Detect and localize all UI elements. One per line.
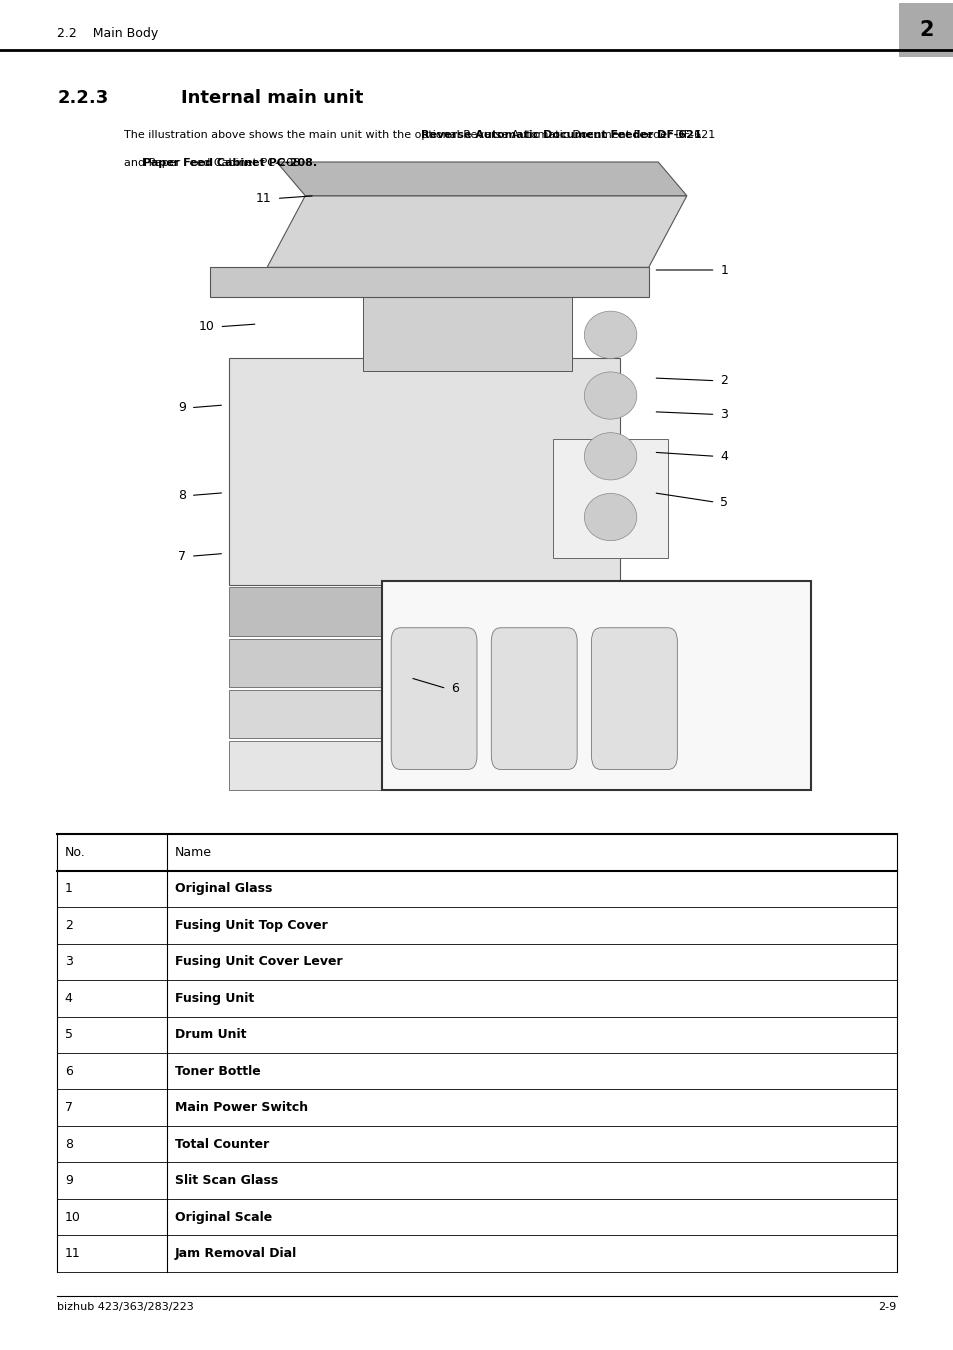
Text: 2.2.3: 2.2.3: [57, 89, 109, 107]
Text: 2: 2: [918, 20, 933, 39]
Text: 1: 1: [720, 263, 727, 277]
Text: 2-9: 2-9: [878, 1303, 896, 1312]
Text: Drum Unit: Drum Unit: [174, 1029, 246, 1041]
Text: 10: 10: [65, 1211, 81, 1223]
Text: Fusing Unit Top Cover: Fusing Unit Top Cover: [174, 919, 327, 931]
Text: The illustration above shows the main unit with the optional Reverse Automatic D: The illustration above shows the main un…: [124, 130, 715, 139]
Text: Paper Feed Cabinet PC-208.: Paper Feed Cabinet PC-208.: [143, 158, 317, 167]
Text: Internal main unit: Internal main unit: [181, 89, 363, 107]
FancyBboxPatch shape: [229, 358, 619, 585]
Text: Main Power Switch: Main Power Switch: [174, 1102, 308, 1114]
Text: 8: 8: [65, 1138, 72, 1150]
Text: 1: 1: [65, 883, 72, 895]
Text: Toner Bottle: Toner Bottle: [174, 1065, 260, 1077]
Text: 3: 3: [720, 408, 727, 421]
FancyBboxPatch shape: [229, 741, 619, 790]
Text: Name: Name: [174, 846, 212, 859]
Text: 2.2    Main Body: 2.2 Main Body: [57, 27, 158, 40]
Text: and Paper Feed Cabinet PC-208.: and Paper Feed Cabinet PC-208.: [124, 158, 304, 167]
Text: Original Scale: Original Scale: [174, 1211, 272, 1223]
Text: 9: 9: [178, 401, 186, 414]
Polygon shape: [276, 162, 686, 196]
Text: Reverse Automatic Document Feeder DF-621: Reverse Automatic Document Feeder DF-621: [420, 130, 700, 139]
Text: Original Glass: Original Glass: [174, 883, 272, 895]
Text: 3: 3: [65, 956, 72, 968]
FancyBboxPatch shape: [391, 628, 476, 769]
FancyBboxPatch shape: [591, 628, 677, 769]
Text: Jam Removal Dial: Jam Removal Dial: [174, 1247, 296, 1260]
Polygon shape: [267, 196, 686, 267]
FancyBboxPatch shape: [898, 3, 953, 57]
Text: 5: 5: [720, 495, 727, 509]
FancyBboxPatch shape: [553, 439, 667, 558]
Ellipse shape: [583, 373, 636, 420]
Text: 6: 6: [65, 1065, 72, 1077]
FancyBboxPatch shape: [229, 639, 619, 687]
Text: 7: 7: [178, 549, 186, 563]
Text: 9: 9: [65, 1174, 72, 1187]
Text: 2: 2: [65, 919, 72, 931]
Text: 5: 5: [65, 1029, 72, 1041]
FancyBboxPatch shape: [491, 628, 577, 769]
Text: 6: 6: [451, 682, 458, 695]
Text: Slit Scan Glass: Slit Scan Glass: [174, 1174, 277, 1187]
FancyBboxPatch shape: [229, 690, 619, 738]
Text: 4: 4: [65, 992, 72, 1004]
Text: 7: 7: [65, 1102, 72, 1114]
FancyBboxPatch shape: [362, 297, 572, 371]
Text: bizhub 423/363/283/223: bizhub 423/363/283/223: [57, 1303, 193, 1312]
Text: 2: 2: [720, 374, 727, 387]
Text: Total Counter: Total Counter: [174, 1138, 269, 1150]
Text: 11: 11: [255, 192, 272, 205]
Text: Fusing Unit Cover Lever: Fusing Unit Cover Lever: [174, 956, 342, 968]
FancyBboxPatch shape: [210, 267, 648, 297]
Ellipse shape: [583, 432, 636, 481]
Ellipse shape: [583, 494, 636, 540]
FancyBboxPatch shape: [381, 580, 810, 790]
Text: 11: 11: [65, 1247, 81, 1260]
Text: 8: 8: [178, 489, 186, 502]
Text: Fusing Unit: Fusing Unit: [174, 992, 253, 1004]
Text: 4: 4: [720, 450, 727, 463]
Ellipse shape: [583, 312, 636, 358]
Text: 10: 10: [198, 320, 214, 333]
Text: No.: No.: [65, 846, 86, 859]
FancyBboxPatch shape: [229, 587, 619, 636]
